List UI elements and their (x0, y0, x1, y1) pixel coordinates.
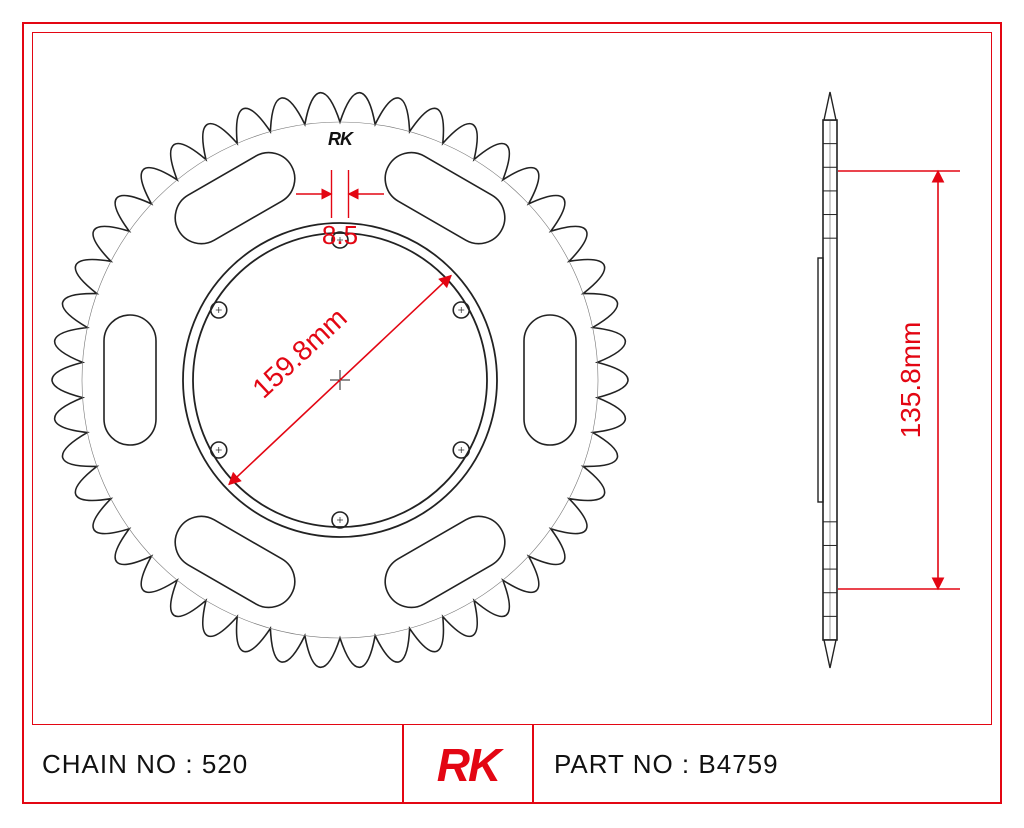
bolt-hole-value: 8.5 (322, 220, 358, 250)
technical-drawing: RK 159.8mm 8.5 (0, 0, 1024, 725)
rk-logo: RK (437, 738, 499, 792)
chain-no-cell: CHAIN NO : 520 (22, 725, 404, 804)
side-height-value: 135.8mm (895, 322, 926, 439)
chain-label: CHAIN NO : (42, 749, 194, 780)
part-value: B4759 (698, 749, 778, 780)
bolt-hole-dimension: 8.5 (296, 170, 384, 250)
title-block: CHAIN NO : 520 RK PART NO : B4759 (22, 725, 1002, 804)
part-no-cell: PART NO : B4759 (534, 725, 1002, 804)
chain-value: 520 (202, 749, 248, 780)
part-label: PART NO : (554, 749, 690, 780)
diameter-dimension: 159.8mm (229, 276, 451, 485)
logo-cell: RK (404, 725, 534, 804)
side-height-dimension: 135.8mm (838, 171, 960, 589)
diameter-value: 159.8mm (246, 302, 353, 404)
rk-stamp: RK (328, 129, 355, 149)
sprocket-side-view (818, 92, 837, 668)
